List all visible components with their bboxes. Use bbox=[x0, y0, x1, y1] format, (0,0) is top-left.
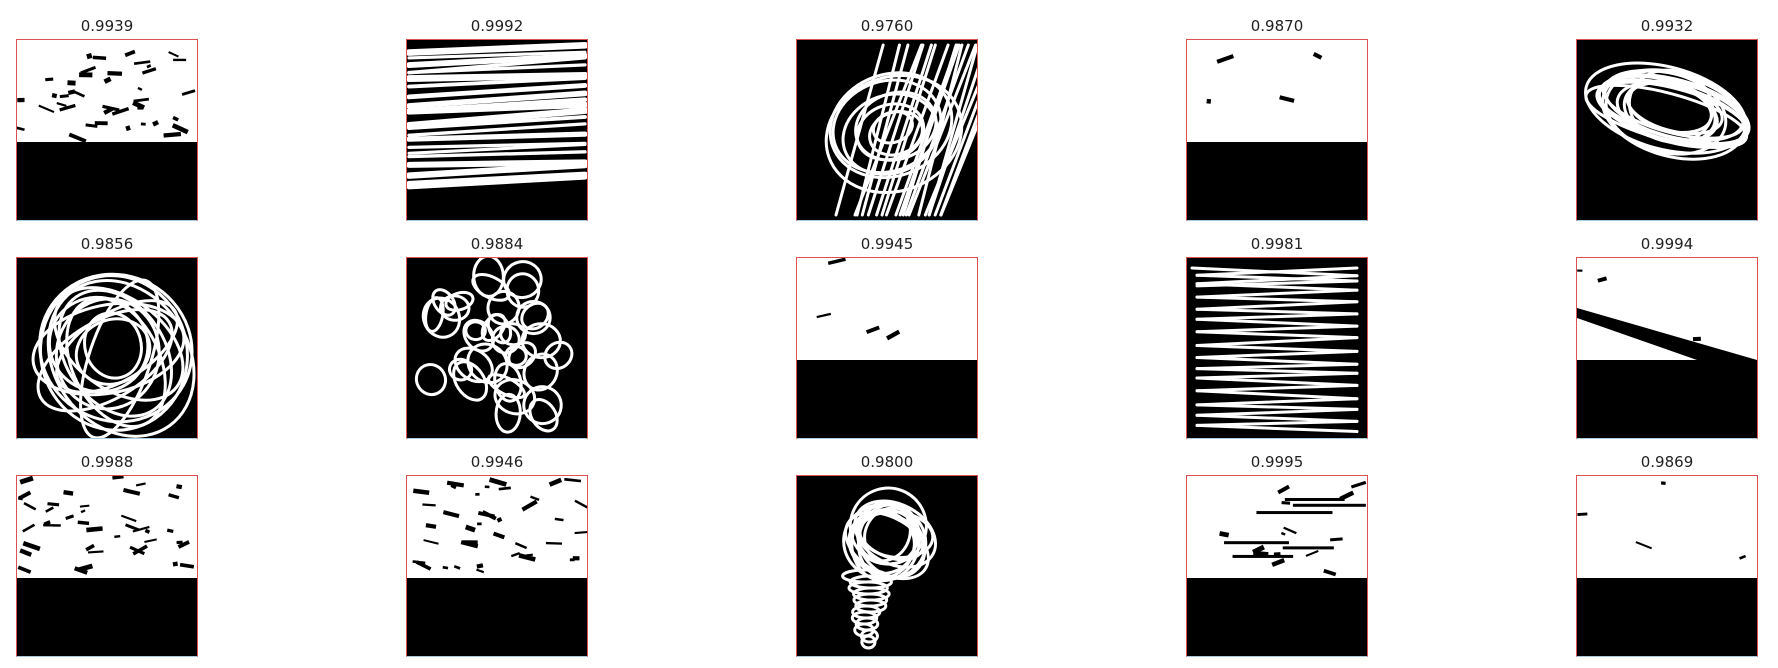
panel-score: 0.9939 bbox=[80, 17, 134, 35]
mask-drawing bbox=[841, 486, 937, 650]
mask-image bbox=[406, 257, 588, 439]
mask-image bbox=[796, 475, 978, 657]
mask-drawing bbox=[17, 40, 197, 144]
panel-score: 0.9870 bbox=[1250, 17, 1304, 35]
mask-drawing bbox=[17, 476, 197, 578]
panel-score: 0.9988 bbox=[80, 453, 134, 471]
mask-image bbox=[16, 39, 198, 221]
mask-image bbox=[16, 257, 198, 439]
panel-5: 0.9932 bbox=[1575, 16, 1759, 222]
panel-15: 0.9869 bbox=[1575, 452, 1759, 658]
mask-drawing bbox=[31, 272, 196, 438]
mask-image bbox=[1186, 39, 1368, 221]
mask-image bbox=[1576, 257, 1758, 439]
mask-drawing bbox=[1577, 258, 1757, 360]
mask-image bbox=[1186, 257, 1368, 439]
mask-drawing bbox=[797, 258, 977, 360]
panel-score: 0.9760 bbox=[860, 17, 914, 35]
panel-score: 0.9884 bbox=[470, 235, 524, 253]
mask-drawing bbox=[1584, 61, 1751, 161]
mask-drawing bbox=[1190, 266, 1359, 434]
panel-11: 0.9988 bbox=[15, 452, 199, 658]
panel-6: 0.9856 bbox=[15, 234, 199, 440]
mask-image bbox=[796, 257, 978, 439]
mask-image bbox=[796, 39, 978, 221]
panel-score: 0.9995 bbox=[1250, 453, 1304, 471]
panel-score: 0.9981 bbox=[1250, 235, 1304, 253]
panel-8: 0.9945 bbox=[795, 234, 979, 440]
mask-drawing bbox=[1577, 476, 1757, 578]
mask-image bbox=[1186, 475, 1368, 657]
mask-drawing bbox=[407, 476, 587, 578]
panel-score: 0.9992 bbox=[470, 17, 524, 35]
panel-score: 0.9946 bbox=[470, 453, 524, 471]
panel-14: 0.9995 bbox=[1185, 452, 1369, 658]
mask-drawing bbox=[414, 258, 574, 434]
panel-score: 0.9932 bbox=[1640, 17, 1694, 35]
panel-3: 0.9760 bbox=[795, 16, 979, 222]
panel-4: 0.9870 bbox=[1185, 16, 1369, 222]
mask-drawing bbox=[1187, 476, 1367, 578]
panel-score: 0.9800 bbox=[860, 453, 914, 471]
panel-13: 0.9800 bbox=[795, 452, 979, 658]
mask-image bbox=[1576, 39, 1758, 221]
panel-12: 0.9946 bbox=[405, 452, 589, 658]
panel-1: 0.9939 bbox=[15, 16, 199, 222]
panel-2: 0.9992 bbox=[405, 16, 589, 222]
panel-7: 0.9884 bbox=[405, 234, 589, 440]
panel-score: 0.9994 bbox=[1640, 235, 1694, 253]
mask-image bbox=[16, 475, 198, 657]
panel-9: 0.9981 bbox=[1185, 234, 1369, 440]
panel-10: 0.9994 bbox=[1575, 234, 1759, 440]
panel-score: 0.9945 bbox=[860, 235, 914, 253]
mask-drawing bbox=[407, 42, 587, 190]
mask-drawing bbox=[824, 43, 977, 217]
mask-drawing bbox=[1187, 40, 1367, 142]
panel-score: 0.9856 bbox=[80, 235, 134, 253]
mask-image bbox=[406, 39, 588, 221]
mask-image bbox=[406, 475, 588, 657]
mask-image bbox=[1576, 475, 1758, 657]
panel-score: 0.9869 bbox=[1640, 453, 1694, 471]
